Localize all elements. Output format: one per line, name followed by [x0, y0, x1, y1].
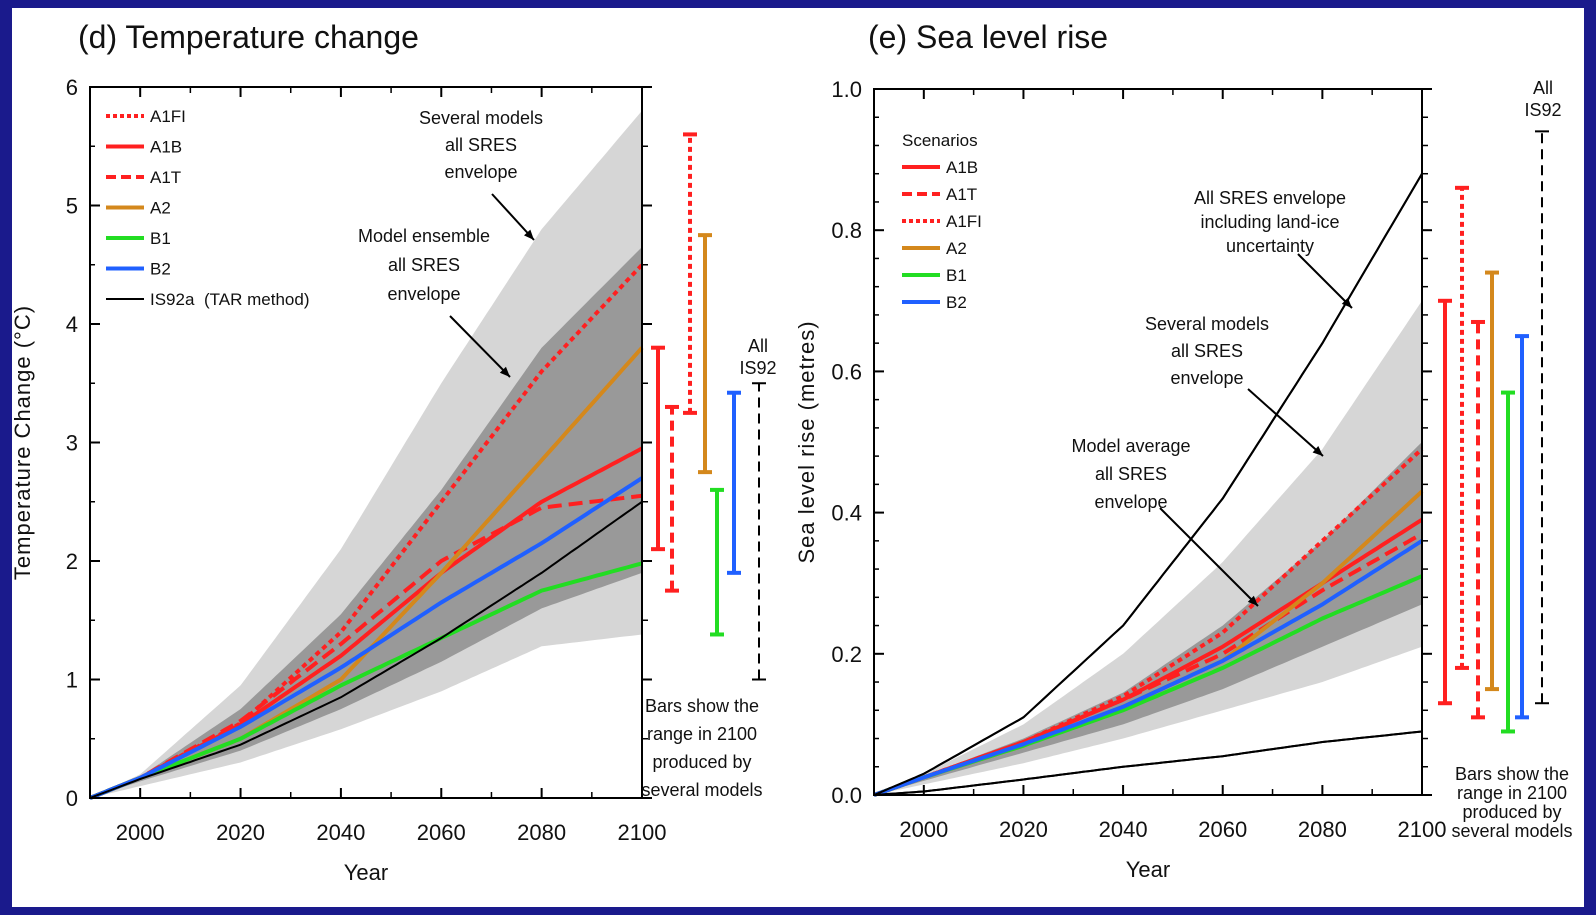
annotation-model_average: all SRES [1095, 464, 1167, 484]
annotation-bars_note: produced by [1462, 802, 1561, 822]
annotation-arrow-average [1159, 507, 1259, 607]
y-tick-label: 0.4 [831, 501, 862, 526]
y-tick-label: 5 [66, 194, 78, 219]
y-tick-label: 0 [66, 786, 78, 811]
legend-label-a2: A2 [150, 199, 171, 218]
landice-envelope-lower [873, 730, 1423, 796]
x-tick-label: 2100 [1398, 817, 1447, 842]
annotation-arrow-several [491, 193, 535, 241]
figure-frame: (d) Temperature change 2000 2020 2040 2060 20… [12, 8, 1584, 907]
legend-label-is92a: IS92a [150, 290, 195, 309]
y-tick-label: 0.8 [831, 218, 862, 243]
annotation-bars_note: several models [1451, 821, 1572, 841]
y-tick-label: 0.0 [831, 783, 862, 808]
annotation-all_sres_landice: All SRES envelope [1194, 188, 1346, 208]
y-tick-label: 0.2 [831, 642, 862, 667]
annotation-several_models: envelope [444, 162, 517, 182]
annotation-bars_note: range in 2100 [647, 724, 757, 744]
legend-label-a2: A2 [946, 239, 967, 258]
x-axis-label: Year [344, 860, 388, 885]
series-line-b2 [89, 476, 644, 800]
annotation-all_sres_landice: including land-ice [1200, 212, 1339, 232]
legend-label-a1t: A1T [150, 168, 181, 187]
y-tick-label: 4 [66, 312, 78, 337]
x-tick-label: 2060 [417, 820, 466, 845]
x-tick-label: 2080 [517, 820, 566, 845]
annotation-arrow-ensemble [449, 315, 511, 378]
envelope-1 [874, 300, 1422, 795]
annotation-model_ensemble: envelope [387, 284, 460, 304]
series-line-a1t [89, 493, 643, 800]
chart-title: (e) Sea level rise [868, 19, 1108, 55]
annotation-several_models: Several models [419, 108, 543, 128]
annotation-all_is92: IS92 [739, 358, 776, 378]
series-line-is92a [89, 500, 643, 799]
annotation-bars_note: several models [641, 780, 762, 800]
chart-title: (d) Temperature change [78, 19, 419, 55]
y-axis-label: Sea level rise (metres) [794, 320, 819, 563]
annotation-several_models: envelope [1170, 368, 1243, 388]
legend-label-a1b: A1B [150, 138, 182, 157]
annotation-all_is92: IS92 [1524, 100, 1561, 120]
series-line-b2 [873, 539, 1424, 797]
legend-label-a1fi: A1FI [946, 212, 982, 231]
chart-panel-1: (e) Sea level rise 2000 2020 2040 2060 2080 21… [794, 19, 1573, 882]
x-tick-label: 2000 [899, 817, 948, 842]
annotation-several_models: Several models [1145, 314, 1269, 334]
x-tick-label: 2040 [1099, 817, 1148, 842]
landice-envelope-upper [873, 173, 1423, 796]
legend-suffix: (TAR method) [204, 290, 310, 309]
annotation-arrow-landice [1297, 253, 1353, 309]
annotation-model_average: Model average [1071, 436, 1190, 456]
annotation-all_is92: All [748, 336, 768, 356]
annotation-model_ensemble: all SRES [388, 255, 460, 275]
legend-label-b2: B2 [946, 293, 967, 312]
x-tick-label: 2000 [116, 820, 165, 845]
annotation-bars_note: Bars show the [1455, 764, 1569, 784]
y-tick-label: 6 [66, 75, 78, 100]
x-tick-label: 2020 [999, 817, 1048, 842]
annotation-arrow-ensemble-head [499, 366, 510, 377]
annotation-bars_note: Bars show the [645, 696, 759, 716]
x-tick-label: 2080 [1298, 817, 1347, 842]
annotation-bars_note: range in 2100 [1457, 783, 1567, 803]
annotation-arrow-several-head [1312, 446, 1323, 456]
x-tick-label: 2020 [216, 820, 265, 845]
legend-label-a1fi: A1FI [150, 107, 186, 126]
annotation-arrow-average-head [1247, 595, 1258, 606]
y-tick-label: 2 [66, 549, 78, 574]
x-tick-label: 2040 [316, 820, 365, 845]
y-tick-label: 0.6 [831, 359, 862, 384]
annotation-all_is92: All [1533, 78, 1553, 98]
annotation-arrow-several [1247, 388, 1324, 457]
plot-frame [873, 88, 1423, 796]
series-line-a1fi [873, 447, 1424, 797]
annotation-arrow-landice-head [1341, 297, 1352, 308]
x-tick-label: 2060 [1198, 817, 1247, 842]
y-tick-label: 3 [66, 431, 78, 456]
annotation-bars_note: produced by [652, 752, 751, 772]
legend-label-b2: B2 [150, 260, 171, 279]
legend-title: Scenarios [902, 131, 978, 150]
y-tick-label: 1.0 [831, 77, 862, 102]
annotation-model_ensemble: Model ensemble [358, 226, 490, 246]
y-tick-label: 1 [66, 668, 78, 693]
annotation-several_models: all SRES [1171, 341, 1243, 361]
annotation-several_models: all SRES [445, 135, 517, 155]
annotation-all_sres_landice: uncertainty [1226, 236, 1314, 256]
x-axis-label: Year [1126, 857, 1170, 882]
envelope-1 [90, 247, 642, 798]
series-line-b1 [89, 561, 643, 800]
legend-label-b1: B1 [946, 266, 967, 285]
legend-label-a1b: A1B [946, 158, 978, 177]
envelope-2 [874, 442, 1422, 795]
x-tick-label: 2100 [618, 820, 667, 845]
annotation-arrow-several-head [524, 229, 534, 240]
legend-label-b1: B1 [150, 229, 171, 248]
legend-label-a1t: A1T [946, 185, 977, 204]
y-axis-label: Temperature Change (°C) [12, 305, 35, 580]
annotation-model_average: envelope [1094, 492, 1167, 512]
